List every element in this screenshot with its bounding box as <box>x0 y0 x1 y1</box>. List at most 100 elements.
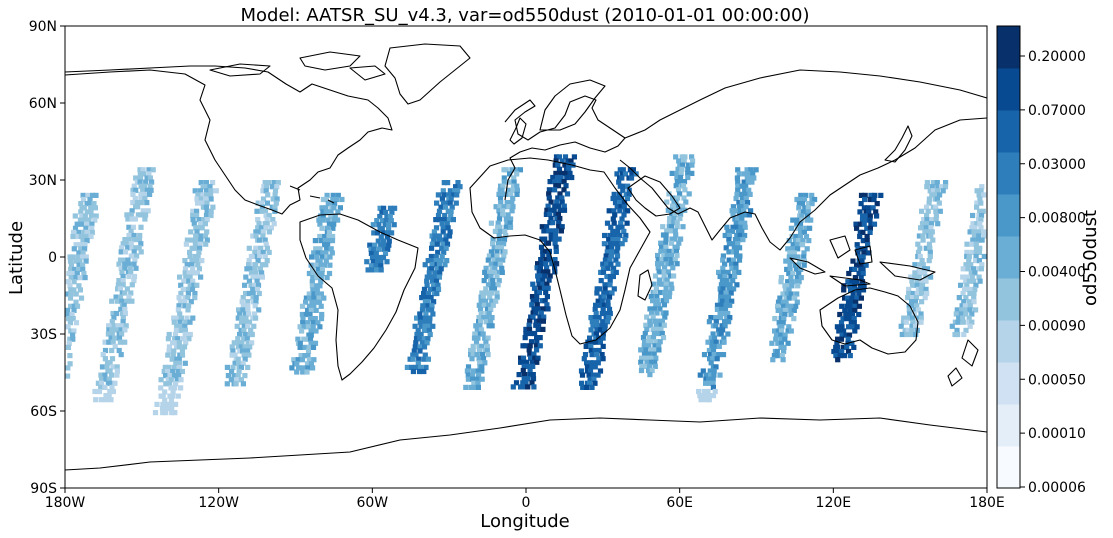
dust-pixel <box>246 278 252 284</box>
dust-pixel <box>474 376 480 382</box>
dust-pixel <box>668 281 674 287</box>
dust-pixel <box>927 188 933 194</box>
dust-pixel <box>798 266 804 272</box>
dust-pixel <box>315 266 321 272</box>
dust-pixel <box>668 224 675 230</box>
dust-pixel <box>266 212 272 219</box>
dust-pixel <box>326 270 333 277</box>
dust-pixel <box>625 208 631 214</box>
dust-pixel <box>483 298 489 304</box>
dust-pixel <box>966 299 973 305</box>
dust-pixel <box>126 294 132 300</box>
dust-pixel <box>909 323 915 329</box>
dust-pixel <box>553 154 560 160</box>
dust-pixel <box>76 254 82 260</box>
colorbar-tick-label: 0.00090 <box>1028 318 1086 334</box>
dust-pixel <box>196 217 202 223</box>
dust-pixel <box>232 360 238 366</box>
dust-pixel <box>527 318 533 324</box>
dust-pixel <box>849 295 855 301</box>
dust-pixel <box>556 220 562 226</box>
dust-pixel <box>204 192 210 198</box>
coastline-uk <box>509 117 527 145</box>
dust-pixel <box>198 221 204 227</box>
dust-pixel <box>208 192 214 198</box>
dust-pixel <box>122 265 128 271</box>
dust-pixel <box>120 319 126 325</box>
colorbar: 0.000060.000100.000500.000900.004000.008… <box>996 25 1101 496</box>
dust-pixel <box>455 180 461 186</box>
dust-pixel <box>105 331 111 337</box>
dust-pixel <box>80 238 86 244</box>
dust-pixel <box>749 179 755 185</box>
dust-pixel <box>478 298 484 304</box>
dust-pixel <box>663 310 669 316</box>
dust-pixel <box>915 249 922 255</box>
dust-pixel <box>736 228 742 234</box>
dust-pixel <box>520 355 527 361</box>
dust-pixel <box>737 253 743 259</box>
dust-pixel <box>118 249 124 255</box>
dust-pixel <box>133 187 139 193</box>
dust-pixel <box>252 303 258 309</box>
dust-pixel <box>737 208 743 214</box>
dust-pixel <box>131 232 137 239</box>
dust-pixel <box>794 217 800 223</box>
dust-pixel <box>138 224 144 230</box>
dust-pixel <box>969 311 975 317</box>
dust-pixel <box>147 175 153 181</box>
dust-pixel <box>972 286 978 292</box>
dust-pixel <box>300 320 306 326</box>
dust-pixel <box>711 372 717 378</box>
dust-pixel <box>240 381 246 387</box>
dust-pixel <box>152 410 159 416</box>
dust-pixel <box>236 368 242 375</box>
dust-pixel <box>904 315 910 321</box>
dust-pixel <box>300 316 306 322</box>
dust-pixel-layer <box>65 154 987 416</box>
dust-pixel <box>841 328 847 334</box>
dust-pixel <box>378 263 384 269</box>
dust-pixel <box>147 183 153 189</box>
dust-pixel <box>436 233 443 239</box>
dust-pixel <box>924 290 930 297</box>
dust-pixel <box>240 303 246 309</box>
dust-pixel <box>254 286 261 292</box>
dust-pixel <box>730 204 736 210</box>
dust-pixel <box>743 191 749 197</box>
dust-pixel <box>716 269 722 275</box>
dust-pixel <box>736 269 742 275</box>
dust-pixel <box>919 282 926 288</box>
dust-pixel <box>165 368 171 375</box>
dust-pixel <box>967 323 973 329</box>
dust-pixel <box>299 328 305 334</box>
dust-pixel <box>382 250 389 256</box>
dust-pixel <box>966 319 972 325</box>
dust-pixel <box>525 384 531 390</box>
dust-pixel <box>482 269 488 275</box>
dust-pixel <box>540 318 546 324</box>
dust-pixel <box>479 368 485 374</box>
dust-pixel <box>264 258 270 264</box>
dust-pixel <box>65 279 71 285</box>
dust-pixel <box>730 278 736 284</box>
dust-pixel <box>607 310 613 317</box>
dust-pixel <box>77 242 83 248</box>
dust-pixel <box>700 368 706 374</box>
dust-pixel <box>726 232 733 239</box>
dust-pixel <box>367 242 373 248</box>
dust-pixel <box>543 257 549 263</box>
dust-pixel <box>743 183 749 189</box>
coastline-antarctica <box>64 417 988 471</box>
dust-pixel <box>510 384 516 390</box>
dust-pixel <box>108 380 114 386</box>
dust-pixel <box>795 246 801 252</box>
x-tick-label: 180E <box>969 495 1005 511</box>
x-tick-label: 120W <box>198 495 239 511</box>
dust-pixel <box>264 221 270 227</box>
dust-pixel <box>305 324 311 330</box>
dust-pixel <box>137 232 143 239</box>
dust-pixel <box>556 236 562 242</box>
coastline-arabia <box>627 175 681 217</box>
dust-pixel <box>176 356 182 362</box>
